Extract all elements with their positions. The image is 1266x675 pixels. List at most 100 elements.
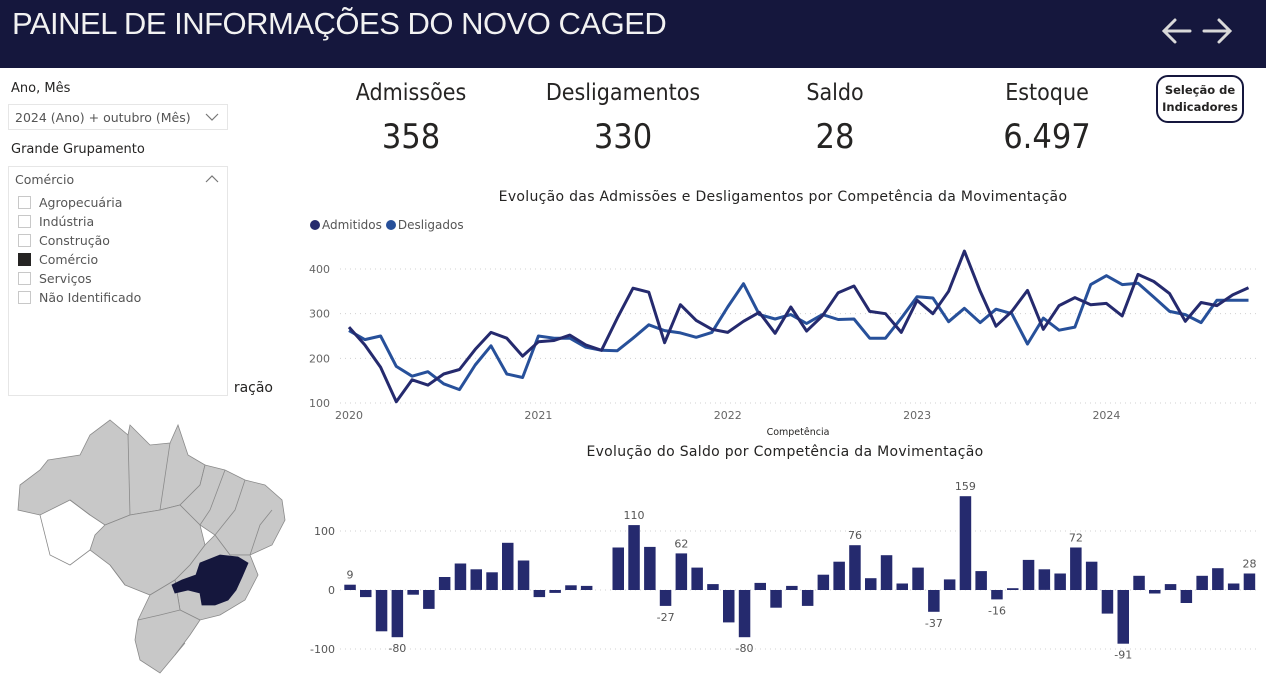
bar: [375, 590, 388, 632]
card-label: Saldo: [806, 80, 864, 106]
checkbox-checked[interactable]: [18, 253, 31, 266]
card-saldo: Saldo 28: [735, 80, 935, 157]
bar: [849, 545, 861, 590]
bar: [1007, 588, 1019, 590]
data-label: 9: [347, 569, 354, 582]
card-estoque: Estoque 6.497: [947, 80, 1147, 157]
arrow-left-icon[interactable]: [1160, 14, 1194, 48]
card-value: 6.497: [1003, 117, 1091, 157]
y-tick-label: 100: [309, 397, 330, 410]
legend-item-admitidos[interactable]: Admitidos: [310, 218, 382, 232]
ano-mes-label: Ano, Mês: [11, 81, 71, 96]
bar: [1149, 590, 1161, 594]
option-agropecuaria[interactable]: Agropecuária: [9, 193, 227, 212]
button-line-2: Indicadores: [1162, 100, 1238, 114]
checkbox[interactable]: [18, 272, 31, 285]
legend-item-desligados[interactable]: Desligados: [385, 218, 464, 232]
bar: [344, 584, 356, 590]
grande-grupamento-dropdown[interactable]: Comércio: [8, 166, 228, 192]
bar: [691, 567, 703, 590]
bar: [1038, 569, 1051, 590]
y-tick-label: 100: [314, 525, 335, 538]
x-tick-label: 2024: [1092, 409, 1120, 422]
bar: [1133, 575, 1145, 590]
bar: [817, 574, 830, 590]
card-value: 28: [815, 117, 855, 157]
ano-mes-dropdown[interactable]: 2024 (Ano) + outubro (Mês): [8, 104, 228, 130]
card-label: Desligamentos: [545, 80, 701, 106]
option-nao-identificado[interactable]: Não Identificado: [9, 288, 227, 307]
bar: [1196, 575, 1208, 590]
y-tick-label: 200: [309, 352, 330, 365]
bar-chart-title: Evolução do Saldo por Competência da Mov…: [586, 444, 984, 460]
x-axis-label: Competência: [767, 427, 830, 438]
bar: [517, 560, 530, 590]
bar: [959, 496, 972, 590]
bar: [1054, 573, 1066, 590]
chevron-up-icon: [205, 175, 219, 183]
data-label: 72: [1069, 532, 1083, 545]
bar: [438, 577, 451, 590]
line-chart[interactable]: 100 200 300 400 2020 2021 2022 2023 2024 Competên…: [300, 240, 1266, 440]
option-label: Comércio: [39, 252, 99, 267]
card-desligamentos: Desligamentos 330: [523, 80, 723, 157]
data-label: -27: [657, 611, 675, 624]
card-value: 330: [593, 117, 653, 157]
option-servicos[interactable]: Serviços: [9, 269, 227, 288]
data-label: -91: [1114, 649, 1132, 662]
grande-grupamento-options: Agropecuária Indústria Construção Comérc…: [8, 191, 228, 396]
bar: [1164, 584, 1177, 590]
checkbox[interactable]: [18, 196, 31, 209]
bar: [754, 582, 766, 590]
bar: [675, 553, 688, 590]
y-tick-label: 300: [309, 308, 330, 321]
bar: [786, 585, 798, 590]
bar: [486, 572, 498, 590]
bar: [896, 583, 908, 590]
bar-chart[interactable]: -1000100202020212022202320249-80110-2762…: [300, 465, 1266, 675]
series-line-desligados: [348, 274, 1249, 392]
option-industria[interactable]: Indústria: [9, 212, 227, 231]
option-comercio[interactable]: Comércio: [9, 250, 227, 269]
button-line-1: Seleção de: [1164, 83, 1236, 97]
bar: [1180, 590, 1193, 603]
option-construcao[interactable]: Construção: [9, 231, 227, 250]
legend-dot: [310, 220, 320, 230]
checkbox[interactable]: [18, 234, 31, 247]
data-label: -37: [925, 617, 943, 630]
bar: [612, 547, 624, 590]
x-tick-label: 2022: [714, 409, 742, 422]
bar: [407, 590, 419, 595]
bar: [533, 590, 546, 598]
data-label: 28: [1242, 557, 1256, 570]
bar: [391, 590, 404, 638]
card-admissoes: Admissões 358: [311, 80, 511, 157]
data-label: 110: [624, 509, 645, 522]
arrow-right-icon[interactable]: [1200, 14, 1234, 48]
brazil-map[interactable]: [10, 415, 290, 675]
bar: [549, 590, 561, 593]
checkbox[interactable]: [18, 291, 31, 304]
option-label: Construção: [39, 233, 110, 248]
bar: [975, 571, 987, 590]
page-title: PAINEL DE INFORMAÇÕES DO NOVO CAGED: [12, 6, 667, 41]
bar: [943, 579, 956, 590]
data-label: 159: [955, 480, 976, 493]
ano-mes-value: 2024 (Ano) + outubro (Mês): [15, 110, 191, 125]
data-label: -80: [736, 642, 754, 655]
bar: [1085, 561, 1098, 590]
y-tick-label: 0: [328, 584, 335, 597]
selecao-indicadores-button[interactable]: Seleção de Indicadores: [1156, 75, 1244, 123]
bar: [880, 555, 893, 590]
bar: [1212, 568, 1224, 590]
bar: [738, 590, 751, 638]
checkbox[interactable]: [18, 215, 31, 228]
bar: [502, 542, 514, 590]
bar: [659, 590, 672, 606]
header-bar: PAINEL DE INFORMAÇÕES DO NOVO CAGED: [0, 0, 1266, 68]
bar: [1101, 590, 1114, 614]
bar: [833, 561, 845, 590]
x-tick-label: 2020: [335, 409, 363, 422]
data-label: 62: [674, 537, 688, 550]
map-title: ração: [233, 380, 273, 396]
